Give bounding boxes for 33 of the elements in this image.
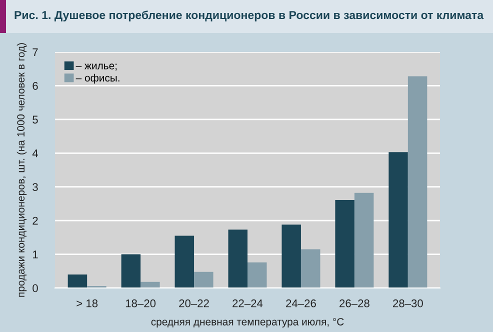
- bar: [194, 272, 214, 288]
- bar: [68, 274, 88, 288]
- x-tick-label: 18–20: [126, 299, 156, 308]
- bar: [335, 200, 354, 288]
- y-tick-label: 3: [32, 183, 38, 191]
- bar: [140, 282, 160, 288]
- bar: [282, 224, 301, 288]
- bar: [300, 249, 320, 288]
- y-tick-label: 2: [32, 216, 38, 225]
- y-tick-label: 6: [32, 82, 38, 90]
- bar: [174, 236, 194, 288]
- x-tick-label: 24–26: [286, 299, 316, 308]
- bar: [228, 230, 248, 288]
- x-tick-label: 28–30: [393, 299, 423, 308]
- x-tick-label: 20–22: [179, 299, 209, 308]
- bar: [408, 76, 428, 288]
- y-axis-title: продажи кондиционеров, шт. (на 1000 человек в год): [16, 43, 27, 297]
- y-tick-label: 5: [32, 116, 38, 124]
- chart-title: Рис. 1. Душевое потребление кондиционеров в России в зависимости от климата: [14, 10, 484, 22]
- bar: [121, 254, 141, 288]
- bar: [388, 152, 408, 288]
- y-tick-label: 7: [32, 48, 38, 56]
- y-tick-label: 4: [32, 150, 38, 158]
- x-tick-label: 26–28: [340, 299, 370, 308]
- legend-label: – офисы.: [76, 74, 120, 84]
- bar: [354, 192, 374, 288]
- legend-label: – жилье;: [76, 64, 117, 71]
- y-tick-label: 0: [32, 284, 38, 292]
- x-axis-title: средняя дневная температура июля, °С: [151, 318, 344, 328]
- bar: [248, 262, 267, 288]
- x-tick-label: 22–24: [232, 299, 263, 308]
- x-tick-label: > 18: [76, 299, 98, 308]
- y-tick-label: 1: [33, 250, 38, 258]
